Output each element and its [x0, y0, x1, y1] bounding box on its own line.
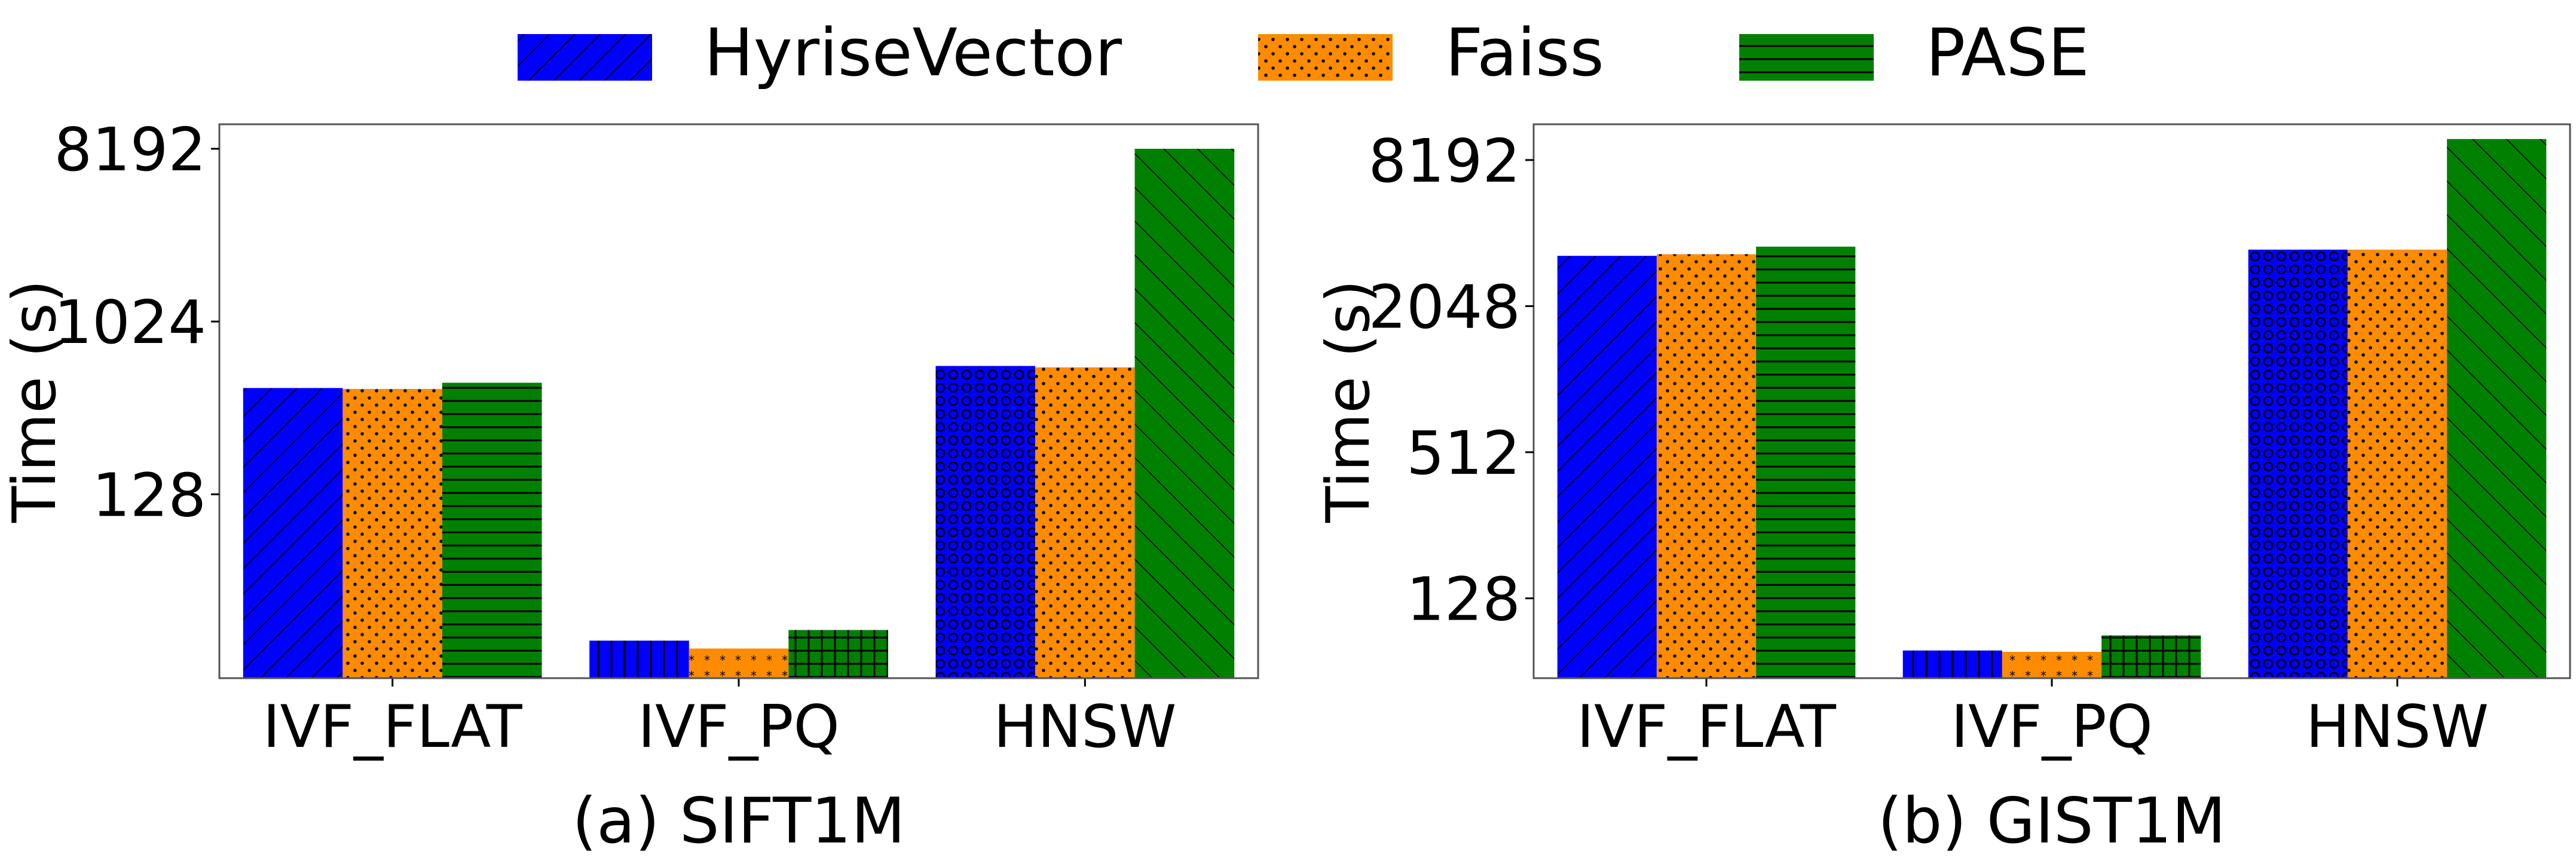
y-tick-label-2048: 2048 — [1369, 272, 1521, 342]
plot-frame — [218, 123, 1259, 679]
bar-pase-hnsw — [2447, 139, 2547, 678]
chart-gist1m: IVF_FLAT IVF_PQ HNSW 128 512 2048 8192 Time (s)… — [1313, 123, 2571, 857]
bar-hyrisevector-hnsw — [935, 366, 1036, 678]
bar-pase-hnsw — [1134, 149, 1235, 678]
legend-label-faiss: Faiss — [1445, 14, 1604, 91]
x-tick-label-ivf-flat: IVF_FLAT — [1577, 693, 1837, 761]
plot-frame — [1532, 123, 2571, 679]
legend-label-pase: PASE — [1926, 14, 2089, 91]
legend-swatch-faiss — [1258, 34, 1393, 81]
legend-label-hyrisevector: HyriseVector — [704, 14, 1122, 91]
x-tick-label-ivf-pq: IVF_PQ — [638, 693, 840, 761]
y-tick-label-8192: 8192 — [54, 115, 207, 185]
chart-caption: (a) SIFT1M — [572, 785, 905, 857]
x-tick-label-ivf-flat: IVF_FLAT — [263, 693, 523, 761]
y-tick-label-128: 128 — [1406, 564, 1520, 634]
bar-pase-ivf-flat — [442, 382, 542, 678]
bar-faiss-ivf-flat — [1656, 254, 1757, 678]
bar-faiss-hnsw — [1035, 367, 1135, 678]
bar-pase-ivf-flat — [1756, 246, 1856, 678]
legend-swatch-pase — [1739, 34, 1874, 81]
bar-hyrisevector-ivf-flat — [1557, 256, 1657, 678]
y-tick-label-128: 128 — [92, 460, 206, 530]
bar-faiss-ivf-pq — [689, 648, 789, 678]
bar-faiss-hnsw — [2347, 249, 2447, 678]
bar-faiss-ivf-flat — [342, 388, 442, 678]
bar-hyrisevector-ivf-pq — [589, 641, 689, 678]
bar-pase-ivf-pq — [788, 630, 888, 678]
x-tick-label-hnsw: HNSW — [993, 693, 1176, 761]
y-tick-label-8192: 8192 — [1369, 126, 1521, 196]
legend-swatch-hyrisevector — [518, 34, 652, 81]
y-axis-label: Time (s) — [0, 280, 69, 523]
y-tick-label-512: 512 — [1406, 418, 1520, 488]
x-tick-label-hnsw: HNSW — [2306, 693, 2489, 761]
bar-pase-ivf-pq — [2101, 635, 2201, 678]
chart-caption: (b) GIST1M — [1878, 785, 2226, 857]
bar-hyrisevector-ivf-pq — [1902, 650, 2002, 678]
bar-faiss-ivf-pq — [2002, 652, 2102, 678]
chart-sift1m: IVF_FLAT IVF_PQ HNSW 128 1024 8192 Time (s) (a)… — [0, 115, 1259, 857]
y-tick-label-1024: 1024 — [54, 287, 207, 357]
y-axis-label: Time (s) — [1313, 280, 1383, 523]
x-tick-label-ivf-pq: IVF_PQ — [1951, 693, 2153, 761]
bar-hyrisevector-ivf-flat — [243, 388, 343, 678]
legend: HyriseVector Faiss PASE — [518, 14, 2089, 91]
bar-hyrisevector-hnsw — [2248, 249, 2348, 678]
